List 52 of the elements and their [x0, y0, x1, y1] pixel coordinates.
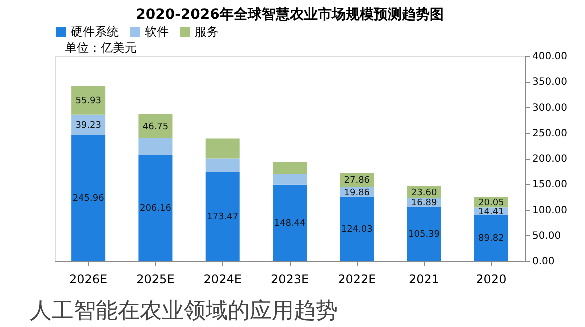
legend-label: 硬件系统	[71, 25, 119, 39]
y-tick-label: 400.00	[532, 52, 568, 62]
bar	[72, 86, 106, 115]
bar	[340, 197, 374, 261]
text: 单位：亿美元	[65, 41, 137, 55]
bar	[206, 158, 240, 172]
bar	[206, 172, 240, 261]
y-tick-label: 250.00	[532, 128, 568, 140]
x-tick-label: 2026E	[70, 272, 108, 286]
y-tick-label: 350.00	[532, 77, 568, 88]
bar	[206, 138, 240, 159]
bar	[407, 206, 442, 261]
data-label: 124.03	[341, 225, 373, 236]
bar	[138, 155, 173, 261]
x-tick-label: 2020	[476, 272, 507, 286]
data-label: 39.23	[76, 120, 102, 131]
bar	[273, 184, 307, 261]
data-label: 55.93	[76, 96, 102, 107]
data-label: 16.89	[411, 198, 438, 209]
data-label: 105.39	[408, 230, 440, 240]
legend-label: 软件	[145, 25, 169, 39]
text: 人工智能在农业领域的应用趋势	[30, 299, 338, 324]
bar	[273, 174, 307, 185]
x-tick-label: 2025E	[136, 272, 175, 286]
x-tick-label: 2022E	[338, 272, 376, 286]
legend-label: 服务	[195, 25, 219, 39]
data-label: 27.86	[344, 176, 370, 186]
y-tick-label: 300.00	[532, 102, 568, 114]
data-label: 20.05	[478, 198, 504, 208]
data-label: 173.47	[207, 212, 239, 223]
y-tick-label: 50.00	[532, 230, 562, 242]
data-label: 14.41	[478, 207, 504, 218]
bar	[273, 162, 307, 174]
data-label: 89.82	[478, 234, 504, 244]
bar	[474, 214, 508, 261]
chart-title: 2020-2026年全球智慧农业市场规模预测趋势图	[136, 6, 444, 23]
y-tick-label: 200.00	[532, 154, 568, 165]
y-tick-label: 0.00	[532, 256, 555, 268]
bar	[138, 114, 173, 138]
data-label: 23.60	[411, 188, 438, 198]
x-tick-label: 2023E	[270, 272, 310, 286]
data-label: 46.75	[142, 122, 169, 132]
x-tick-label: 2024E	[204, 272, 242, 286]
data-label: 19.86	[344, 188, 370, 198]
bar	[72, 134, 106, 261]
x-tick-label: 2021	[409, 272, 440, 286]
data-label: 206.16	[140, 204, 172, 214]
bar	[138, 138, 173, 156]
data-label: 148.44	[274, 218, 306, 229]
y-tick-label: 150.00	[532, 180, 568, 191]
y-tick-label: 100.00	[532, 205, 568, 216]
data-label: 245.96	[72, 194, 105, 204]
